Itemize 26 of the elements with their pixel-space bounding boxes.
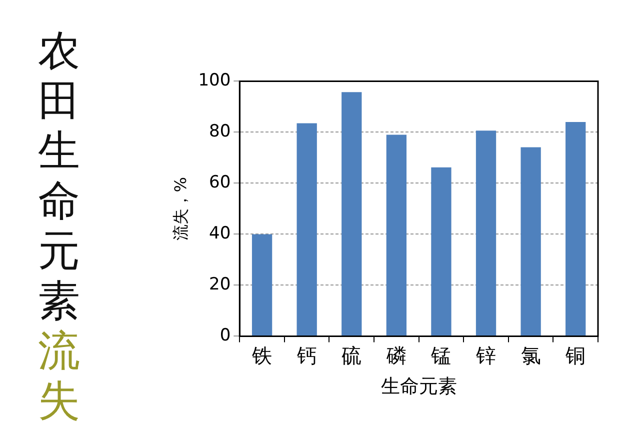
x-tick-label: 氯 xyxy=(520,343,541,368)
x-tick-label: 钙 xyxy=(296,343,317,368)
x-axis-title: 生命元素 xyxy=(380,376,457,398)
bar xyxy=(566,122,586,336)
y-tick-label: 40 xyxy=(209,224,231,244)
x-tick-label: 锰 xyxy=(430,343,452,368)
x-tick-label: 磷 xyxy=(385,343,406,368)
y-tick-label: 60 xyxy=(209,172,231,193)
x-tick-label: 铁 xyxy=(251,343,272,368)
bar xyxy=(252,234,272,336)
text: 农田生命元素 xyxy=(37,26,81,326)
y-tick-label: 100 xyxy=(198,70,231,91)
x-tick-label: 锌 xyxy=(475,343,496,368)
bar xyxy=(476,130,496,336)
y-tick-label: 0 xyxy=(220,326,231,346)
bar xyxy=(431,167,452,336)
y-tick-label: 80 xyxy=(209,122,231,142)
y-axis-title: 流失，% xyxy=(170,177,190,240)
x-tick-label: 硫 xyxy=(342,343,362,368)
bar xyxy=(296,123,317,336)
bar xyxy=(520,147,541,336)
text: 流失 xyxy=(37,326,81,426)
bar xyxy=(342,92,362,336)
bar xyxy=(386,134,407,336)
x-tick-label: 铜 xyxy=(564,343,586,368)
y-tick-label: 20 xyxy=(209,274,231,295)
